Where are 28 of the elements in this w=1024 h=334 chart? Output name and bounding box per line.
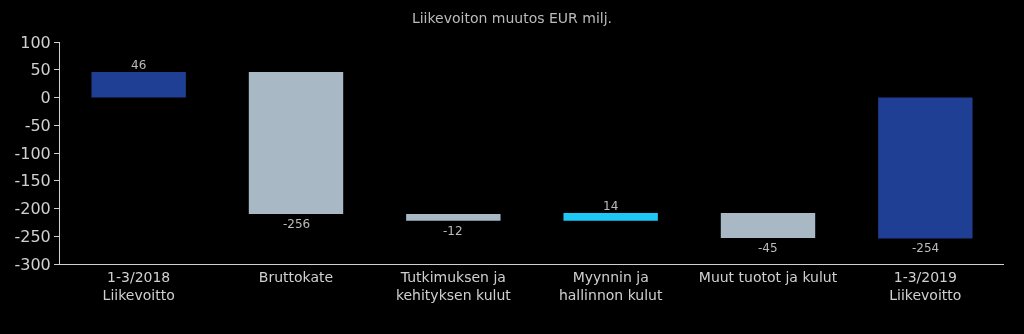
bar	[878, 97, 973, 239]
chart-title: Liikevoiton muutos EUR milj.	[411, 10, 613, 27]
y-tick-label: 0	[40, 88, 51, 108]
x-tick-label: Tutkimuksen ja kehityksen kulut	[395, 268, 512, 303]
x-tick-label: 1-3/2018 Liikevoitto	[102, 268, 175, 303]
data-label: -254	[912, 241, 940, 255]
x-tick-label: Bruttokate	[258, 268, 334, 285]
y-tick-label: -250	[14, 226, 51, 246]
x-tick-label: Muut tuotot ja kulut	[698, 268, 838, 285]
data-label: 14	[603, 199, 619, 213]
y-tick-label: -200	[14, 199, 51, 219]
bar	[248, 71, 344, 215]
data-label: 46	[131, 58, 147, 72]
x-tick-label: Myynnin ja hallinnon kulut	[558, 268, 663, 303]
bar	[406, 214, 501, 221]
y-tick-label: -50	[24, 115, 51, 135]
y-tick-label: -100	[14, 143, 51, 163]
y-tick-label: -150	[14, 171, 51, 191]
y-tick-label: 100	[20, 32, 51, 52]
bar	[91, 71, 186, 98]
y-tick-label: 50	[30, 60, 51, 80]
data-label: -256	[283, 217, 311, 231]
data-label: -45	[758, 241, 778, 255]
bar	[720, 212, 816, 238]
y-tick-label: -300	[14, 254, 51, 274]
bar	[563, 212, 658, 221]
data-label: -12	[443, 224, 463, 238]
x-tick-label: 1-3/2019 Liikevoitto	[889, 268, 962, 303]
